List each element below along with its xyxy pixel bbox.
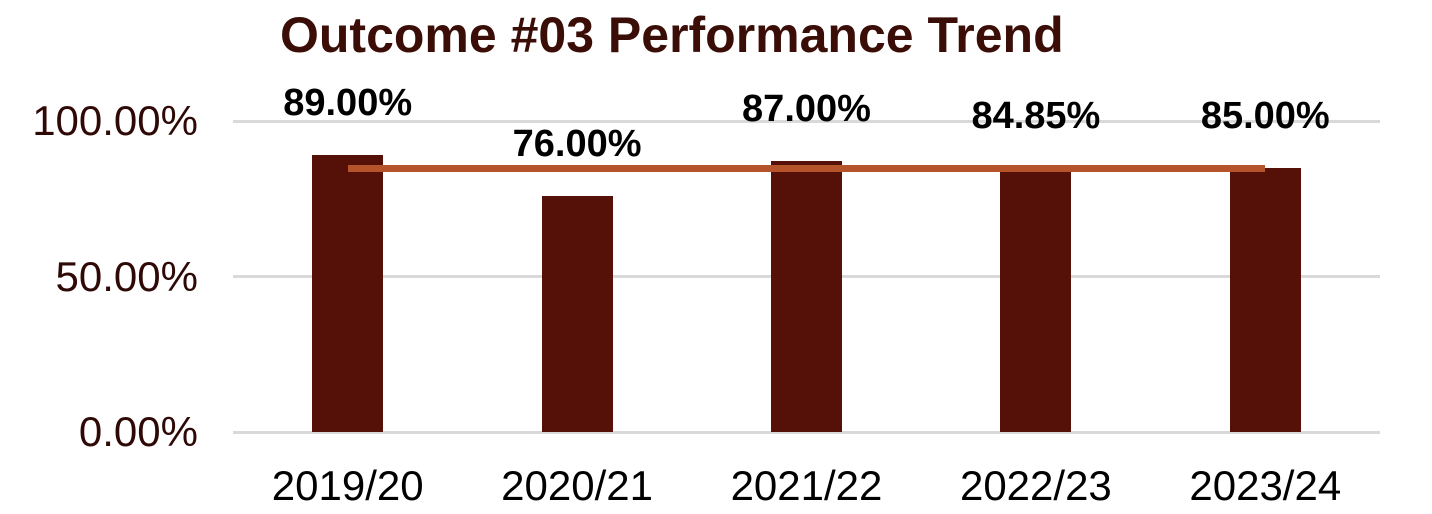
x-axis-label-2022/23: 2022/23 xyxy=(959,462,1112,509)
chart-title: Outcome #03 Performance Trend xyxy=(280,7,1064,63)
gridline-0 xyxy=(233,430,1380,434)
y-axis-tick-label: 100.00% xyxy=(32,97,198,144)
bar-2019/20 xyxy=(312,155,384,432)
bar-2020/21 xyxy=(541,195,613,432)
data-label-2021/22: 87.00% xyxy=(742,88,871,131)
y-axis-tick-label: 0.00% xyxy=(78,408,198,455)
y-axis-tick-label: 50.00% xyxy=(55,252,198,300)
bar-2022/23 xyxy=(1000,168,1072,432)
data-label-2022/23: 84.85% xyxy=(971,95,1101,138)
x-axis-label-2021/22: 2021/22 xyxy=(730,462,883,509)
bar-2023/24 xyxy=(1229,167,1301,432)
target-line xyxy=(347,165,1266,173)
data-label-2019/20: 89.00% xyxy=(283,82,413,125)
data-label-2023/24: 85.00% xyxy=(1200,94,1330,137)
x-axis-label-2023/24: 2023/24 xyxy=(1189,462,1342,509)
data-label-2020/21: 76.00% xyxy=(512,122,642,165)
x-axis-label-2020/21: 2020/21 xyxy=(501,462,653,509)
bar-2021/22 xyxy=(771,161,842,432)
x-axis-label-2019/20: 2019/20 xyxy=(271,462,424,509)
gridline-100 xyxy=(233,119,1380,123)
